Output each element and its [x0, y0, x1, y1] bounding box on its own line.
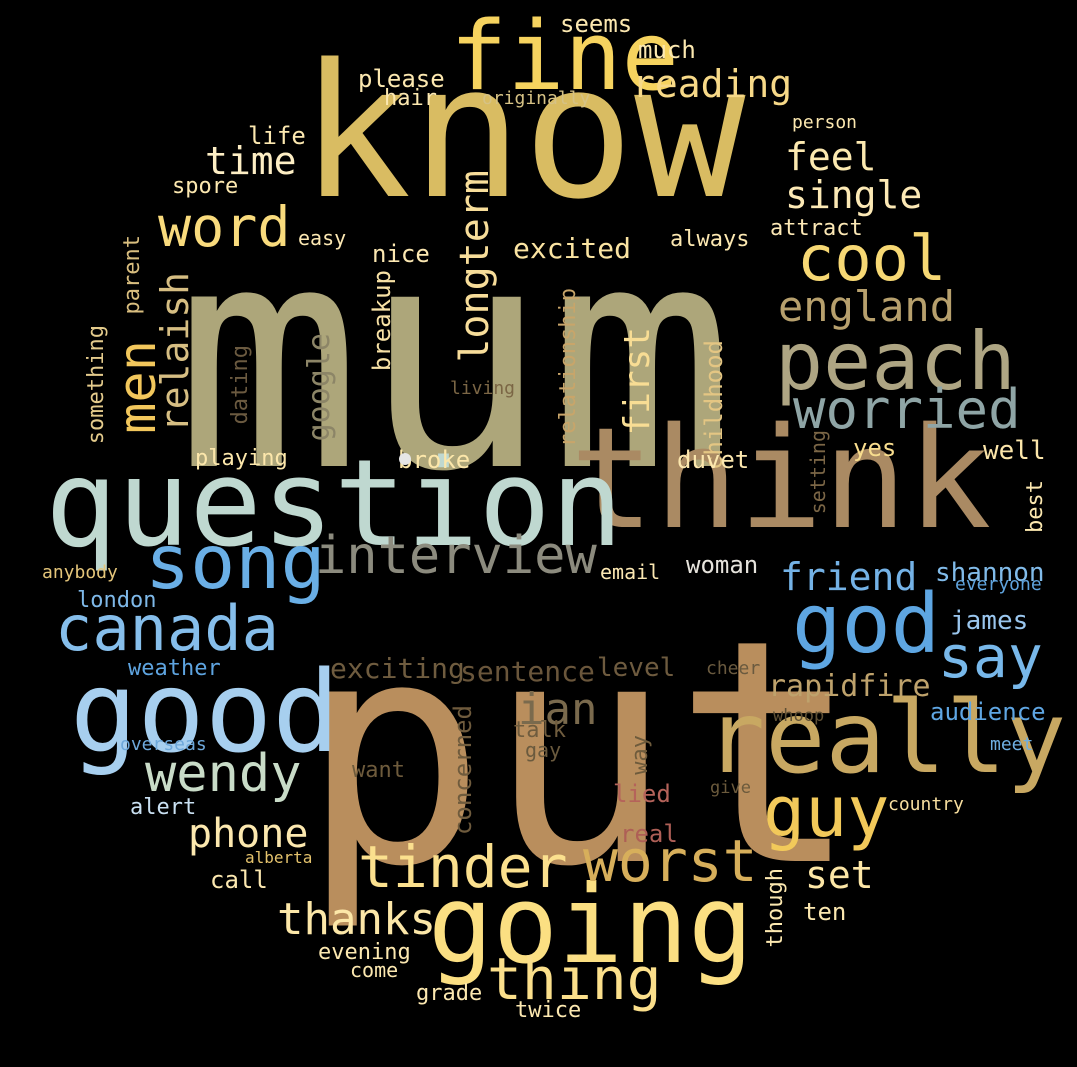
- word-alert: alert: [130, 795, 197, 820]
- word-come: come: [350, 958, 399, 982]
- word-twice: twice: [515, 998, 582, 1023]
- word-breakup: breakup: [368, 270, 396, 372]
- word-lied: lied: [613, 780, 671, 808]
- word-shannon: shannon: [935, 558, 1045, 588]
- word-attract: attract: [770, 216, 863, 241]
- word-want: want: [352, 758, 405, 783]
- word-ian: ian: [518, 684, 598, 735]
- word-cool: cool: [797, 222, 947, 295]
- word-phone: phone: [188, 811, 309, 857]
- word-please: please: [358, 65, 445, 93]
- word-seems: seems: [560, 10, 633, 38]
- word-ten: ten: [803, 898, 847, 926]
- word-single: single: [785, 173, 923, 217]
- word-setting: setting: [806, 430, 830, 515]
- word-james: james: [950, 606, 1029, 636]
- word-cheer: cheer: [706, 658, 761, 679]
- word-exciting: exciting: [330, 652, 465, 685]
- word-email: email: [600, 560, 661, 584]
- word-first: first: [617, 327, 658, 436]
- word-put: put: [300, 574, 860, 935]
- word-guy: guy: [763, 771, 890, 853]
- word-whoop: whoop: [773, 706, 825, 726]
- word-sentence: sentence: [460, 655, 595, 688]
- word-longterm: longterm: [452, 170, 498, 363]
- word-call: call: [210, 866, 268, 894]
- word-god: god: [792, 577, 941, 672]
- word-audience: audience: [930, 698, 1046, 726]
- word-reading: reading: [632, 62, 793, 106]
- word-easy: easy: [298, 226, 347, 250]
- word-dating: dating: [228, 345, 253, 425]
- word-word: word: [158, 195, 291, 259]
- word-peach: peach: [775, 315, 1016, 408]
- word-meet: meet: [990, 734, 1034, 755]
- word-give: give: [710, 778, 751, 798]
- dot-mark: [399, 453, 411, 465]
- word-fine: fine: [450, 2, 679, 112]
- word-duvet: duvet: [677, 446, 750, 474]
- word-though: though: [763, 868, 788, 948]
- word-relaish: relaish: [153, 272, 197, 433]
- word-canada: canada: [55, 592, 279, 665]
- word-grade: grade: [416, 981, 483, 1006]
- word-set: set: [805, 853, 874, 897]
- word-much: much: [638, 36, 696, 64]
- word-concerned: concerned: [449, 705, 477, 836]
- word-way: way: [628, 735, 653, 775]
- word-well: well: [983, 436, 1046, 466]
- word-question: question: [45, 435, 623, 574]
- word-really: really: [705, 679, 1067, 796]
- word-england: england: [778, 282, 956, 331]
- word-spore: spore: [172, 174, 239, 199]
- word-always: always: [670, 227, 750, 252]
- word-thanks: thanks: [277, 894, 436, 945]
- word-wendy: wendy: [145, 744, 302, 804]
- word-thing: thing: [487, 945, 662, 1013]
- word-something: something: [84, 325, 109, 445]
- word-everyone: everyone: [955, 574, 1042, 595]
- word-excited: excited: [513, 232, 632, 265]
- word-weather: weather: [128, 656, 221, 681]
- word-hair: hair: [384, 86, 437, 111]
- word-best: best: [1023, 480, 1048, 533]
- word-know: know: [300, 24, 746, 240]
- word-worst: worst: [583, 827, 758, 895]
- word-song: song: [145, 518, 326, 606]
- word-person: person: [792, 112, 858, 133]
- word-life: life: [248, 122, 306, 150]
- word-interview: interview: [315, 526, 597, 586]
- word-google: google: [302, 333, 337, 442]
- word-think: think: [570, 398, 992, 561]
- word-talk: talk: [513, 718, 566, 743]
- word-mum: mum: [175, 179, 735, 540]
- word-anybody: anybody: [42, 562, 118, 583]
- word-living: living: [450, 378, 516, 399]
- word-real: real: [620, 820, 678, 848]
- word-overseas: overseas: [120, 734, 207, 755]
- word-evening: evening: [318, 940, 411, 965]
- word-woman: woman: [686, 551, 759, 579]
- word-gay: gay: [525, 738, 562, 762]
- word-level: level: [597, 653, 676, 683]
- word-parent: parent: [120, 235, 145, 315]
- word-playing: playing: [195, 446, 288, 471]
- word-alberta: alberta: [245, 848, 313, 867]
- word-nice: nice: [372, 240, 430, 268]
- word-good: good: [70, 648, 340, 778]
- word-time: time: [205, 139, 297, 183]
- word-going: going: [428, 863, 754, 988]
- word-originally: originally: [482, 88, 591, 109]
- word-relationship: relationship: [556, 288, 581, 447]
- word-tinder: tinder: [358, 833, 568, 901]
- word-london: london: [77, 588, 157, 613]
- word-country: country: [888, 794, 964, 815]
- word-rapidfire: rapidfire: [768, 669, 931, 704]
- word-worried: worried: [793, 378, 1021, 441]
- word-feel: feel: [785, 135, 877, 179]
- word-say: say: [938, 623, 1043, 691]
- word-friend: friend: [780, 555, 918, 599]
- word-yes: yes: [853, 434, 897, 462]
